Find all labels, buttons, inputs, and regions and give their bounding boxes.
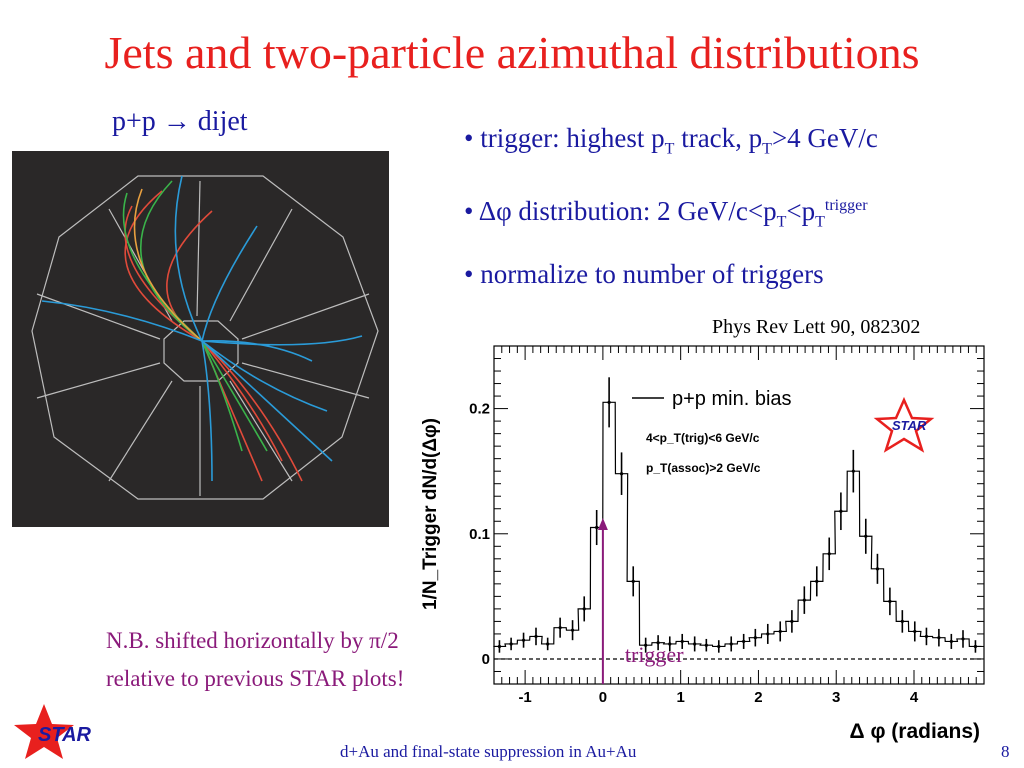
data-point (680, 639, 684, 644)
data-point (656, 641, 660, 645)
histogram (493, 401, 982, 648)
particle-track (201, 225, 258, 342)
data-point (875, 567, 880, 571)
data-point (851, 469, 855, 473)
y-tick-label: 0 (482, 651, 490, 668)
data-point (839, 509, 843, 513)
x-tick-label: 4 (910, 689, 919, 706)
particle-track (124, 190, 203, 342)
y-tick-label: 0.1 (469, 526, 490, 543)
particle-track (201, 340, 283, 462)
particle-track (201, 340, 303, 482)
data-point (888, 599, 892, 603)
data-point (570, 628, 575, 632)
shift-note: N.B. shifted horizontally by π/2 relativ… (106, 622, 404, 698)
star-logo-icon (873, 396, 935, 453)
data-point (729, 642, 733, 646)
histogram-step-line (493, 401, 982, 648)
trigger-label: trigger (625, 642, 684, 667)
data-point (973, 644, 978, 649)
footer-text: d+Au and final-state suppression in Au+A… (340, 742, 637, 761)
data-point (742, 639, 746, 644)
bullet-normalize: • normalize to number of triggers (464, 259, 824, 289)
particle-track (133, 188, 203, 342)
data-point (924, 634, 929, 639)
data-point (534, 634, 538, 639)
x-tick-label: 3 (832, 689, 840, 706)
star-icon (14, 704, 74, 759)
particle-track (201, 340, 328, 412)
bullet-dphi: • Δφ distribution: 2 GeV/c<pT<pTtrigger (464, 196, 868, 231)
dijet-subhead: p+p → dijet (112, 106, 248, 137)
data-point (802, 598, 806, 602)
data-point (668, 642, 672, 646)
axis-ticks (493, 346, 985, 685)
data-point (815, 579, 819, 583)
y-axis-label: 1/N_Trigger dN/d(Δφ) (420, 418, 441, 610)
logo-text: STAR (38, 724, 92, 746)
data-point (900, 619, 904, 624)
particle-track (140, 180, 203, 342)
x-tick-label: 2 (754, 689, 762, 706)
trigger-arrowhead (597, 518, 608, 530)
data-point (778, 629, 782, 634)
note-line-2: relative to previous STAR plots! (106, 666, 405, 691)
data-point (582, 607, 586, 611)
data-point (546, 642, 550, 646)
y-tick-label: 0.2 (469, 401, 490, 418)
data-point (937, 636, 941, 640)
particle-track (201, 340, 333, 462)
data-point (790, 619, 794, 624)
data-point (558, 626, 562, 630)
x-tick-label: -1 (518, 689, 531, 706)
annotation-trigger-pt: 4<p_T(trig)<6 GeV/c (646, 431, 760, 445)
bullet-list: • trigger: highest pT track, pT>4 GeV/c … (464, 120, 1004, 324)
dphi-chart: trigger -1 0 1 2 3 4 0 0.1 0.2 Δ φ (radians) 1/N_Tr… (420, 345, 985, 743)
data-point (521, 638, 526, 642)
particle-track (201, 340, 268, 452)
particle-track (201, 340, 213, 482)
data-point (766, 632, 770, 636)
slide-title: Jets and two-particle azimuthal distribu… (104, 27, 920, 78)
annotation-assoc-pt: p_T(assoc)>2 GeV/c (646, 461, 761, 475)
data-point (693, 642, 697, 646)
particle-track (41, 300, 203, 342)
data-point (753, 636, 757, 640)
particle-track (201, 335, 363, 346)
data-point (704, 643, 708, 647)
data-point (864, 534, 868, 538)
x-tick-label: 1 (676, 689, 684, 706)
data-point (619, 472, 624, 476)
particle-track (201, 340, 243, 452)
bullet-trigger: • trigger: highest pT track, pT>4 GeV/c (464, 123, 878, 158)
data-point (913, 629, 917, 634)
legend-label: p+p min. bias (672, 388, 792, 410)
data-point (497, 644, 502, 649)
citation: Phys Rev Lett 90, 082302 (712, 316, 921, 338)
note-line-1: N.B. shifted horizontally by π/2 (106, 628, 399, 653)
data-point (717, 644, 721, 649)
data-point (644, 643, 648, 647)
data-point (607, 400, 611, 404)
page-number: 8 (1001, 742, 1010, 761)
event-display (12, 151, 389, 527)
data-point (949, 639, 953, 644)
error-bars (497, 377, 978, 653)
data-point (631, 579, 635, 583)
data-point (509, 642, 513, 646)
star-logo-text: STAR (892, 418, 927, 433)
star-logo: STAR (14, 704, 92, 759)
particle-track (174, 175, 203, 342)
particle-track (201, 340, 313, 362)
data-point (961, 637, 965, 641)
data-point (827, 552, 831, 556)
chart-labels: trigger -1 0 1 2 3 4 0 0.1 0.2 Δ φ (radians) 1/N_Tr… (420, 388, 980, 743)
data-point (595, 525, 599, 530)
x-tick-label: 0 (599, 689, 607, 706)
detector-outline (31, 175, 379, 500)
x-axis-label: Δ φ (radians) (850, 720, 980, 743)
